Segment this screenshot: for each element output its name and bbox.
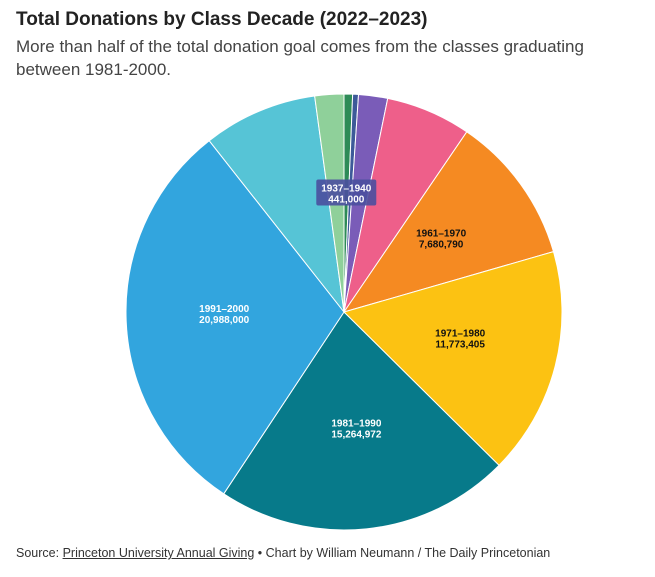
pie-slice-7 [125,139,345,495]
slice-label-name-4: 1961–1970 [416,229,466,240]
pie-slice-5 [343,251,563,467]
pie-slice-8 [208,95,345,314]
slice-label-box-0 [316,179,377,206]
slice-label-name-6: 1981–1990 [331,418,381,429]
chart-credit: • Chart by William Neumann / The Daily P… [254,546,551,560]
slice-label-value-5: 11,773,405 [435,340,485,351]
slice-label-value-7: 20,988,000 [199,315,249,326]
chart-subtitle: More than half of the total donation goa… [16,37,584,79]
source-link[interactable]: Princeton University Annual Giving [62,546,255,560]
slice-label-name-0: 1937–1940 [321,183,371,194]
pie-slice-6 [223,311,500,531]
slice-label-value-4: 7,680,790 [419,240,464,251]
chart-title: Total Donations by Class Decade (2022–20… [16,9,428,30]
slice-label-value-6: 15,264,972 [331,429,381,440]
slice-label-name-5: 1971–1980 [435,329,485,340]
pie-slice-4 [342,131,555,313]
source-prefix: Source: [16,546,63,560]
chart-footer: Source: Princeton University Annual Givi… [16,546,550,560]
slice-label-value-0: 441,000 [328,194,365,205]
slice-label-name-7: 1991–2000 [199,304,249,315]
